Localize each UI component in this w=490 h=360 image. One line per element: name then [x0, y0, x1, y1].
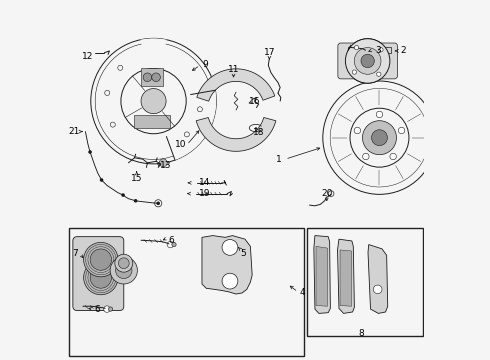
Text: 16: 16 — [249, 97, 261, 106]
Circle shape — [84, 260, 118, 295]
FancyBboxPatch shape — [338, 43, 397, 79]
Circle shape — [90, 249, 112, 270]
Circle shape — [119, 258, 129, 269]
Text: 6: 6 — [95, 305, 100, 314]
Circle shape — [354, 48, 381, 74]
Text: 9: 9 — [203, 60, 208, 69]
Text: 19: 19 — [199, 189, 211, 198]
Circle shape — [390, 153, 396, 160]
Circle shape — [371, 130, 388, 145]
Text: 10: 10 — [175, 140, 187, 149]
Text: 6: 6 — [169, 236, 174, 245]
Circle shape — [167, 241, 173, 248]
Text: 5: 5 — [240, 249, 246, 258]
Circle shape — [354, 127, 361, 134]
Polygon shape — [340, 250, 351, 306]
Bar — [134, 115, 170, 128]
Bar — [307, 228, 422, 336]
Text: 3: 3 — [375, 46, 381, 55]
Circle shape — [159, 159, 167, 167]
Circle shape — [361, 54, 374, 68]
Polygon shape — [316, 246, 327, 306]
Circle shape — [90, 267, 112, 288]
Wedge shape — [153, 90, 216, 160]
Circle shape — [361, 54, 374, 68]
Circle shape — [345, 39, 390, 83]
Circle shape — [222, 239, 238, 255]
Circle shape — [379, 48, 383, 52]
Circle shape — [352, 70, 357, 74]
Text: 4: 4 — [299, 288, 305, 297]
Circle shape — [352, 70, 357, 74]
Circle shape — [108, 307, 113, 311]
Circle shape — [354, 45, 359, 50]
Polygon shape — [202, 235, 252, 294]
Circle shape — [156, 202, 160, 205]
Circle shape — [100, 178, 103, 182]
Circle shape — [363, 153, 369, 160]
Circle shape — [141, 89, 166, 114]
Circle shape — [104, 306, 110, 312]
Text: 17: 17 — [264, 48, 275, 57]
Circle shape — [143, 73, 152, 82]
Polygon shape — [197, 69, 275, 101]
Text: 13: 13 — [160, 161, 171, 170]
Circle shape — [363, 121, 396, 155]
Circle shape — [88, 150, 92, 154]
Circle shape — [379, 48, 383, 52]
Circle shape — [354, 45, 359, 50]
Circle shape — [116, 262, 132, 279]
Polygon shape — [368, 244, 388, 314]
Polygon shape — [338, 239, 354, 314]
Text: 7: 7 — [73, 249, 78, 258]
Circle shape — [134, 199, 137, 203]
Bar — [69, 228, 304, 356]
Polygon shape — [314, 235, 330, 314]
Circle shape — [84, 242, 118, 277]
Wedge shape — [141, 39, 167, 101]
Circle shape — [377, 72, 381, 76]
Text: 11: 11 — [228, 65, 239, 74]
Circle shape — [110, 257, 137, 284]
Circle shape — [172, 242, 176, 247]
Circle shape — [373, 285, 382, 294]
Circle shape — [377, 72, 381, 76]
Text: 8: 8 — [359, 329, 365, 338]
Text: 21: 21 — [69, 127, 80, 136]
Circle shape — [354, 48, 381, 74]
Text: 2: 2 — [401, 46, 406, 55]
Text: 12: 12 — [82, 52, 94, 61]
Circle shape — [115, 254, 133, 272]
Circle shape — [398, 127, 405, 134]
Bar — [141, 68, 163, 86]
Text: 14: 14 — [199, 178, 211, 187]
Text: 18: 18 — [253, 128, 265, 137]
Text: 15: 15 — [131, 174, 143, 183]
Bar — [383, 47, 392, 53]
Text: 20: 20 — [321, 189, 332, 198]
Circle shape — [122, 193, 125, 197]
Circle shape — [152, 73, 160, 82]
Circle shape — [345, 39, 390, 83]
Polygon shape — [196, 117, 276, 151]
Text: 1: 1 — [276, 155, 282, 164]
FancyBboxPatch shape — [73, 237, 124, 311]
Circle shape — [376, 111, 383, 118]
Circle shape — [222, 273, 238, 289]
